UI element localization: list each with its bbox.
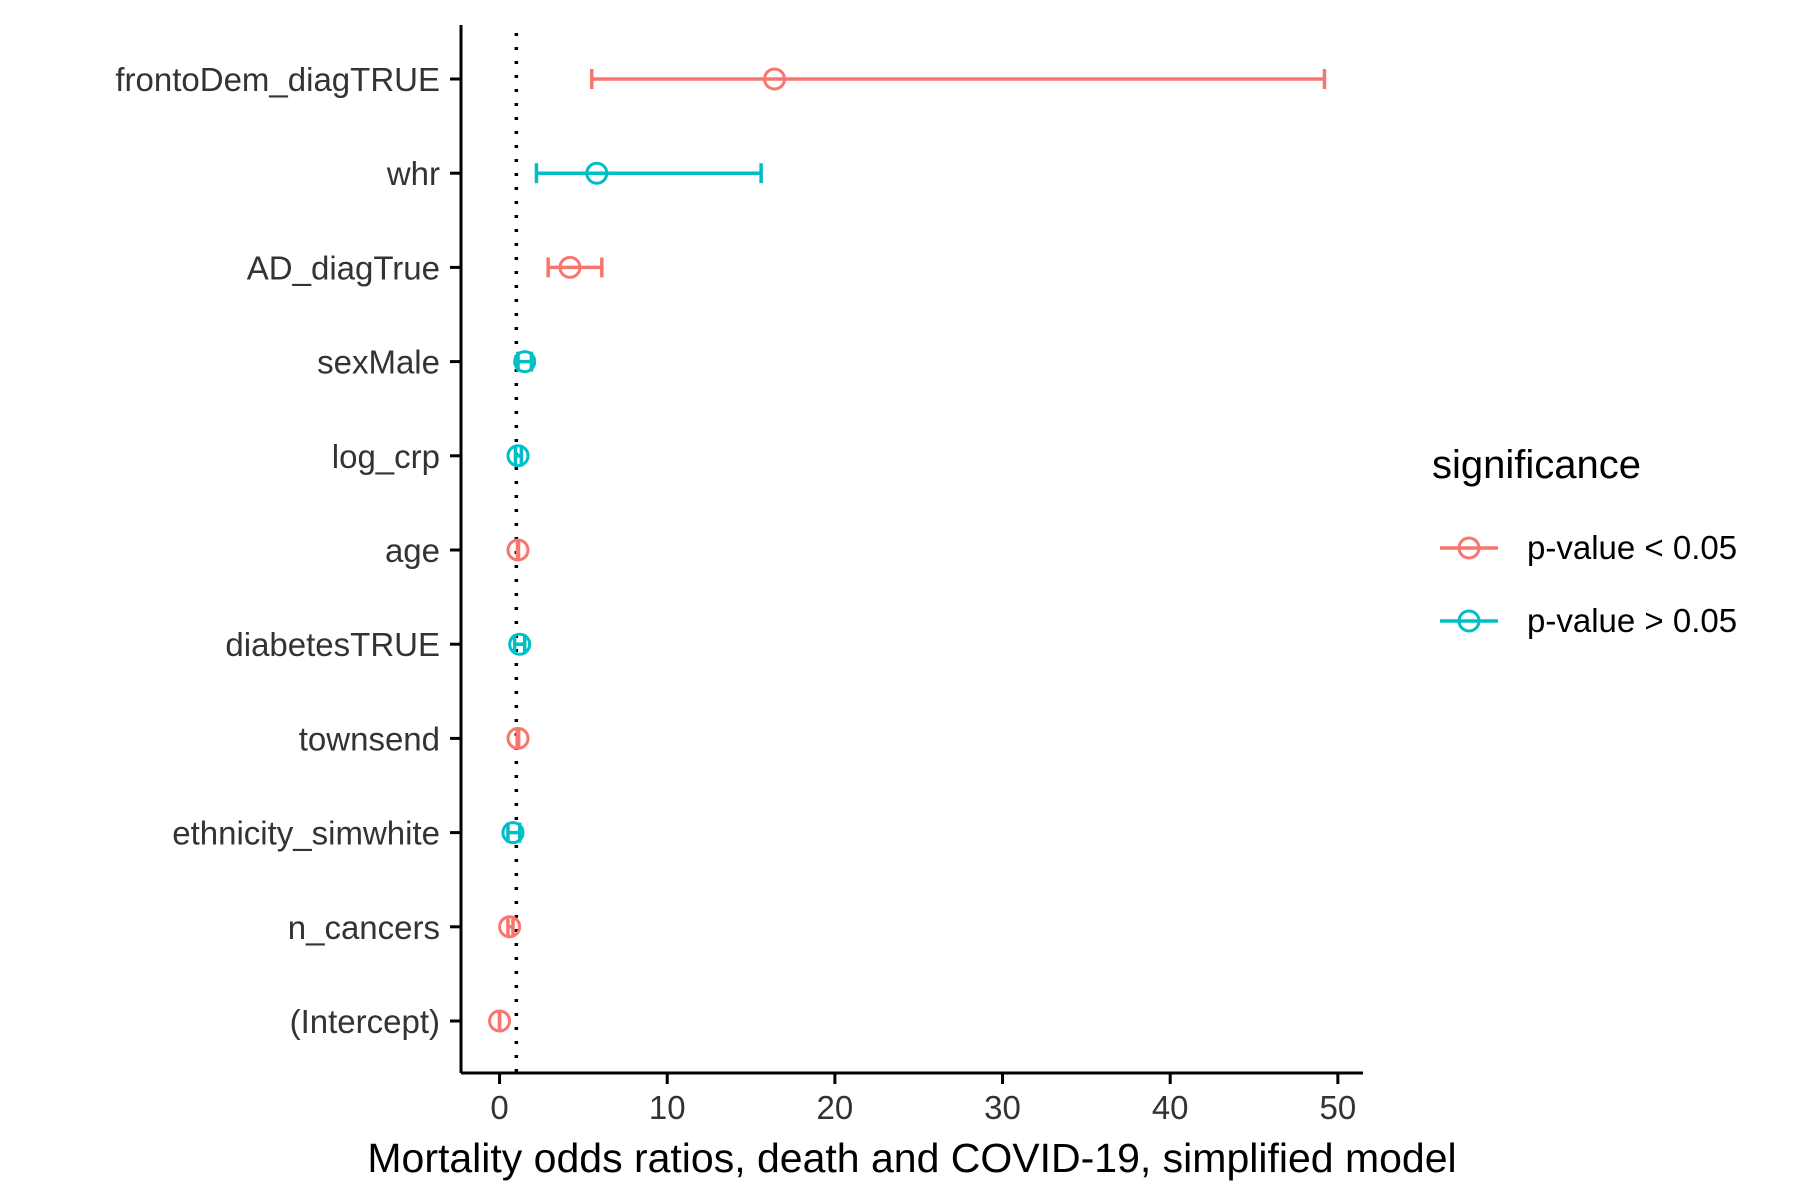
legend-title: significance xyxy=(1432,443,1641,487)
x-tick-marks xyxy=(498,1073,1340,1084)
x-tick-labels: 0 10 20 30 40 50 xyxy=(490,1089,1356,1126)
y-tick-marks xyxy=(450,77,461,1023)
estimate-mark xyxy=(534,161,763,185)
estimate-point xyxy=(513,350,537,374)
estimate-point xyxy=(508,632,532,656)
legend-key-point xyxy=(1457,536,1481,560)
y-tick-label: log_crp xyxy=(332,438,440,475)
y-tick-label: (Intercept) xyxy=(290,1003,440,1040)
estimate-point xyxy=(488,1009,512,1033)
estimate-mark xyxy=(498,915,522,939)
x-axis-title: Mortality odds ratios, death and COVID-1… xyxy=(367,1135,1456,1181)
y-tick-label: townsend xyxy=(299,720,440,757)
estimate-mark xyxy=(546,255,604,279)
estimate-mark xyxy=(508,632,532,656)
legend: significance p-value < 0.05 p-value > 0.0… xyxy=(1432,443,1737,639)
estimate-mark xyxy=(506,726,530,750)
x-tick-label: 0 xyxy=(490,1089,508,1126)
x-tick-label: 50 xyxy=(1319,1089,1356,1126)
legend-label: p-value > 0.05 xyxy=(1527,602,1737,639)
legend-label: p-value < 0.05 xyxy=(1527,529,1737,566)
estimate-mark xyxy=(488,1009,512,1033)
estimate-mark xyxy=(513,350,537,374)
legend-items: p-value < 0.05 p-value > 0.05 xyxy=(1440,529,1737,639)
estimate-mark xyxy=(501,821,525,845)
estimate-point xyxy=(506,444,530,468)
legend-item: p-value > 0.05 xyxy=(1440,602,1737,639)
y-tick-label: whr xyxy=(386,155,440,192)
estimate-point xyxy=(506,538,530,562)
y-tick-label: age xyxy=(385,532,440,569)
y-tick-label: diabetesTRUE xyxy=(225,626,440,663)
estimate-mark xyxy=(506,444,530,468)
x-tick-label: 40 xyxy=(1152,1089,1189,1126)
estimate-point xyxy=(498,915,522,939)
estimate-point xyxy=(501,821,525,845)
estimate-mark xyxy=(506,538,530,562)
x-tick-label: 30 xyxy=(984,1089,1021,1126)
x-tick-label: 10 xyxy=(649,1089,686,1126)
y-tick-label: ethnicity_simwhite xyxy=(172,815,440,852)
y-tick-label: sexMale xyxy=(317,344,440,381)
x-tick-label: 20 xyxy=(817,1089,854,1126)
estimate-point xyxy=(585,161,609,185)
estimate-mark xyxy=(590,67,1327,91)
legend-item: p-value < 0.05 xyxy=(1440,529,1737,566)
estimate-point xyxy=(558,255,582,279)
legend-key-point xyxy=(1457,609,1481,633)
estimate-point xyxy=(763,67,787,91)
plot-marks xyxy=(488,67,1327,1033)
y-tick-label: AD_diagTrue xyxy=(247,249,440,286)
y-tick-label: frontoDem_diagTRUE xyxy=(115,61,440,98)
y-tick-label: n_cancers xyxy=(288,909,440,946)
estimate-point xyxy=(506,726,530,750)
